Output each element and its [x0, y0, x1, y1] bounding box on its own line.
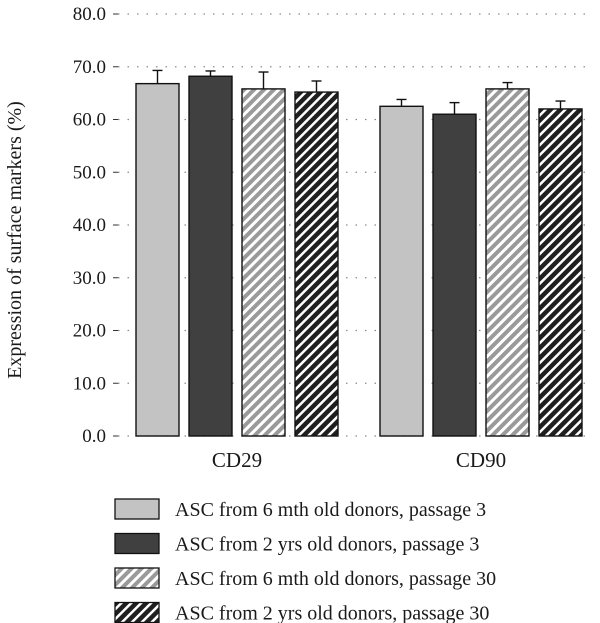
y-tick-label: 30.0 — [73, 268, 106, 289]
bar-cd90-series-4 — [538, 108, 583, 437]
legend-swatch-2 — [114, 532, 160, 555]
legend-label-4: ASC from 2 yrs old donors, passage 30 — [175, 603, 489, 623]
category-labels: CD29 CD90 — [212, 448, 506, 472]
bar-cd90-series-2 — [432, 113, 477, 437]
y-axis-label: Expression of surface markers (%) — [4, 101, 26, 379]
category-label-cd29: CD29 — [212, 448, 262, 472]
category-label-cd90: CD90 — [456, 448, 506, 472]
bar-cd29-series-1 — [135, 82, 180, 437]
bar-cd90-series-3 — [485, 88, 530, 437]
legend: ASC from 6 mth old donors, passage 3 ASC … — [114, 498, 496, 623]
y-tick-label: 0.0 — [82, 426, 106, 447]
y-tick-label: 60.0 — [73, 110, 106, 131]
y-tick-label: 20.0 — [73, 321, 106, 342]
bars — [135, 69, 583, 437]
bar-cd29-series-4 — [294, 91, 339, 437]
y-tick-label: 80.0 — [73, 4, 106, 25]
legend-label-1: ASC from 6 mth old donors, passage 3 — [175, 499, 486, 521]
legend-swatch-4 — [114, 601, 160, 623]
bar-cd29-series-3 — [241, 88, 286, 437]
bar-cd90-series-1 — [379, 105, 424, 437]
bar-cd29-series-2 — [188, 75, 233, 437]
y-tick-label: 70.0 — [73, 57, 106, 78]
legend-label-2: ASC from 2 yrs old donors, passage 3 — [175, 534, 479, 556]
legend-swatch-1 — [114, 498, 160, 520]
legend-label-3: ASC from 6 mth old donors, passage 30 — [175, 568, 496, 590]
y-tick-label: 10.0 — [73, 373, 106, 394]
y-axis: 0.0 10.0 20.0 30.0 40.0 50.0 60.0 70.0 80.0 — [73, 4, 118, 447]
y-tick-label: 40.0 — [73, 215, 106, 236]
legend-swatch-3 — [114, 567, 160, 589]
y-tick-label: 50.0 — [73, 162, 106, 183]
